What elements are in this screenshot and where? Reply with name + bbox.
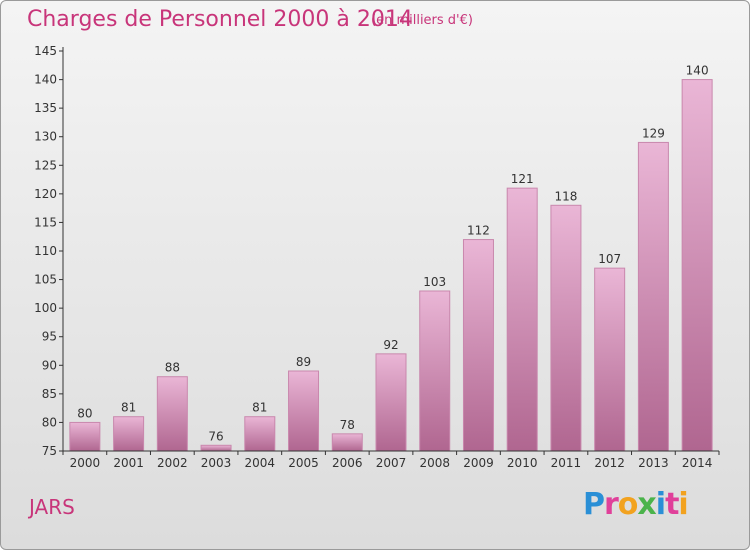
axes-group: 2000 2001 2002 2003 2004 2005 2006 2007 2008 2009… (34, 44, 720, 470)
data-label-2002: 88 (165, 361, 180, 375)
data-label-2008: 103 (423, 275, 446, 289)
logo-letter: i (678, 487, 688, 522)
data-label-2010: 121 (511, 172, 534, 186)
data-label-2009: 112 (467, 224, 490, 238)
x-tick-label: 2013 (638, 456, 669, 470)
data-label-2012: 107 (598, 252, 621, 266)
data-label-2000: 80 (77, 406, 92, 420)
bar-2002 (156, 376, 188, 452)
bar-2006 (331, 433, 363, 452)
bar-2001 (113, 416, 145, 452)
bars-group: 80 81 88 76 81 89 78 92 103 112 121 118 107 129 140 (69, 64, 713, 452)
bar-2008 (419, 290, 451, 452)
x-tick-label: 2000 (70, 456, 101, 470)
x-tick-label: 2005 (288, 456, 319, 470)
y-tick-label: 130 (34, 130, 57, 144)
bar-2009 (462, 239, 494, 452)
bar-2010 (506, 187, 538, 452)
place-name: JARS (29, 495, 75, 519)
logo-letter: P (583, 487, 605, 522)
y-tick-label: 110 (34, 244, 57, 258)
y-tick-label: 140 (34, 73, 57, 87)
bar-2003 (200, 444, 232, 452)
chart-unit: (en milliers d'€) (371, 13, 473, 28)
x-tick-label: 2014 (682, 456, 713, 470)
proxiti-logo: Proxiti (583, 487, 689, 522)
data-label-2013: 129 (642, 126, 665, 140)
data-label-2003: 76 (208, 429, 223, 443)
bar-2007 (375, 353, 407, 452)
x-tick-label: 2009 (463, 456, 494, 470)
y-tick-label: 100 (34, 301, 57, 315)
y-tick-label: 95 (42, 330, 57, 344)
data-label-2007: 92 (383, 338, 398, 352)
y-tick-label: 135 (34, 101, 57, 115)
bar-2011 (550, 204, 582, 452)
logo-letter: r (604, 487, 619, 522)
data-label-2011: 118 (554, 189, 577, 203)
chart-title: Charges de Personnel 2000 à 2014 (27, 7, 413, 32)
y-tick-label: 145 (34, 44, 57, 58)
logo-letter: x (637, 487, 656, 522)
data-label-2005: 89 (296, 355, 311, 369)
y-tick-label: 75 (42, 444, 57, 458)
x-tick-label: 2010 (507, 456, 538, 470)
data-label-2014: 140 (686, 64, 709, 78)
data-label-2001: 81 (121, 401, 136, 415)
y-tick-label: 125 (34, 158, 57, 172)
bar-2005 (288, 370, 320, 452)
x-tick-label: 2011 (551, 456, 582, 470)
y-tick-label: 90 (42, 358, 57, 372)
y-tick-label: 120 (34, 187, 57, 201)
y-tick-label: 85 (42, 387, 57, 401)
x-tick-label: 2001 (113, 456, 144, 470)
x-tick-label: 2012 (594, 456, 625, 470)
logo-letter: t (665, 487, 679, 522)
data-label-2006: 78 (340, 418, 355, 432)
bar-2004 (244, 416, 276, 452)
bar-2013 (637, 141, 669, 452)
logo-letter: i (655, 487, 666, 522)
data-label-2004: 81 (252, 401, 267, 415)
x-tick-label: 2006 (332, 456, 363, 470)
bar-2012 (594, 267, 626, 452)
x-tick-label: 2003 (201, 456, 232, 470)
bar-2014 (681, 79, 713, 452)
y-tick-label: 115 (34, 215, 57, 229)
bar-2000 (69, 421, 101, 452)
x-tick-label: 2002 (157, 456, 188, 470)
y-tick-label: 80 (42, 415, 57, 429)
x-tick-label: 2008 (419, 456, 450, 470)
y-tick-label: 105 (34, 273, 57, 287)
x-tick-label: 2004 (245, 456, 276, 470)
x-tick-label: 2007 (376, 456, 407, 470)
logo-letter: o (617, 487, 639, 522)
